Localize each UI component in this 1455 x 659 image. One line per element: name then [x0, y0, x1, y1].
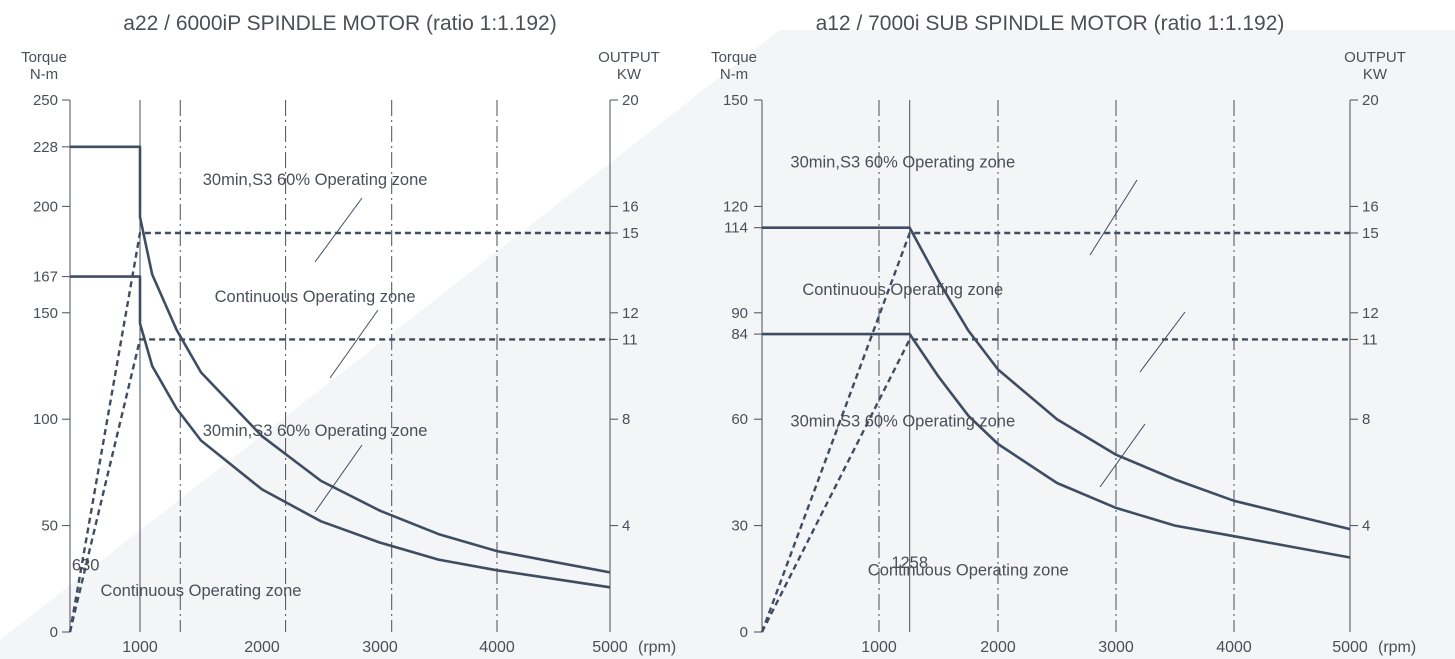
y-axis-left-title: N-m: [720, 66, 748, 83]
y-right-tick-label: 11: [622, 331, 638, 348]
annotation-label: Continuous Operating zone: [802, 281, 1003, 299]
x-tick-label: 2000: [980, 639, 1016, 656]
x-tick-label: 3000: [1098, 639, 1134, 656]
y-right-tick-label: 4: [622, 518, 630, 535]
chart-title: a22 / 6000iP SPINDLE MOTOR (ratio 1:1.19…: [123, 12, 556, 35]
y-left-tick-label: 250: [33, 92, 58, 109]
y-left-tick-label: 60: [731, 411, 748, 428]
y-right-tick-label: 11: [1362, 331, 1378, 348]
annotation-label: 30min,S3 60% Operating zone: [203, 171, 428, 189]
annotation-label: 30min,S3 60% Operating zone: [790, 412, 1015, 430]
annotation-leader-line: [314, 444, 363, 513]
power-curve: [68, 231, 610, 633]
annotation-leader-line: [329, 309, 379, 379]
y-right-tick-label: 16: [1362, 198, 1379, 215]
x-tick-label: 1000: [861, 639, 897, 656]
y-axis-right-title: KW: [1363, 66, 1388, 83]
y-left-tick-label: 84: [731, 326, 748, 343]
chart-spindle-motor: a22 / 6000iP SPINDLE MOTOR (ratio 1:1.19…: [21, 12, 676, 656]
y-right-tick-label: 12: [1362, 305, 1379, 322]
y-left-tick-label: 90: [731, 305, 748, 322]
power-curve: [760, 338, 1350, 633]
annotation-leader-line: [1099, 423, 1146, 488]
y-axis-right-title: OUTPUT: [598, 49, 660, 66]
y-right-tick-label: 16: [622, 198, 639, 215]
chart-sub-spindle-motor: a12 / 7000i SUB SPINDLE MOTOR (ratio 1:1…: [711, 12, 1416, 656]
y-left-tick-label: 200: [33, 198, 58, 215]
y-right-tick-label: 20: [622, 92, 639, 109]
annotation-label: 630: [72, 556, 100, 574]
annotation-label: 1258: [891, 554, 928, 572]
y-right-tick-label: 8: [1362, 411, 1370, 428]
annotation-leader-line: [1139, 311, 1186, 373]
annotation-label: Continuous Operating zone: [868, 561, 1069, 579]
y-left-tick-label: 50: [41, 518, 58, 535]
y-axis-left-title: Torque: [21, 49, 67, 66]
y-right-tick-label: 15: [1362, 225, 1379, 242]
torque-curve: [70, 275, 611, 589]
y-left-tick-label: 228: [33, 139, 58, 156]
annotation-leader-line: [1089, 179, 1138, 256]
annotation-label: 30min,S3 60% Operating zone: [203, 422, 428, 440]
y-right-tick-label: 8: [622, 411, 630, 428]
annotation-label: 30min,S3 60% Operating zone: [790, 153, 1015, 171]
x-axis-unit: (rpm): [638, 639, 676, 656]
y-left-tick-label: 167: [33, 269, 58, 286]
x-tick-label: 3000: [362, 639, 398, 656]
torque-curve: [70, 145, 611, 574]
x-tick-label: 5000: [592, 639, 628, 656]
x-tick-label: 4000: [1216, 639, 1252, 656]
y-right-tick-label: 12: [622, 305, 639, 322]
annotation-label: Continuous Operating zone: [101, 582, 302, 600]
y-left-tick-label: 150: [723, 92, 748, 109]
x-tick-label: 4000: [479, 639, 515, 656]
y-right-tick-label: 15: [622, 225, 639, 242]
y-axis-right-title: KW: [617, 66, 642, 83]
y-left-tick-label: 0: [50, 624, 58, 641]
torque-curve: [762, 332, 1351, 559]
y-left-tick-label: 100: [33, 411, 58, 428]
y-left-tick-label: 120: [723, 198, 748, 215]
y-right-tick-label: 20: [1362, 92, 1379, 109]
y-left-tick-label: 114: [724, 220, 748, 237]
chart-title: a12 / 7000i SUB SPINDLE MOTOR (ratio 1:1…: [816, 12, 1285, 35]
x-tick-label: 1000: [122, 639, 158, 656]
y-axis-left-title: N-m: [30, 66, 58, 83]
annotation-leader-line: [314, 197, 363, 263]
x-tick-label: 2000: [244, 639, 280, 656]
y-right-tick-label: 4: [1362, 518, 1370, 535]
torque-curve: [762, 226, 1351, 531]
power-curve: [760, 231, 1350, 633]
y-axis-left-title: Torque: [711, 49, 757, 66]
annotation-label: Continuous Operating zone: [215, 288, 416, 306]
power-curve: [68, 338, 610, 633]
y-left-tick-label: 30: [731, 518, 748, 535]
y-left-tick-label: 0: [740, 624, 748, 641]
y-left-tick-label: 150: [33, 305, 58, 322]
x-tick-label: 5000: [1332, 639, 1368, 656]
y-axis-right-title: OUTPUT: [1344, 49, 1406, 66]
x-axis-unit: (rpm): [1378, 639, 1416, 656]
